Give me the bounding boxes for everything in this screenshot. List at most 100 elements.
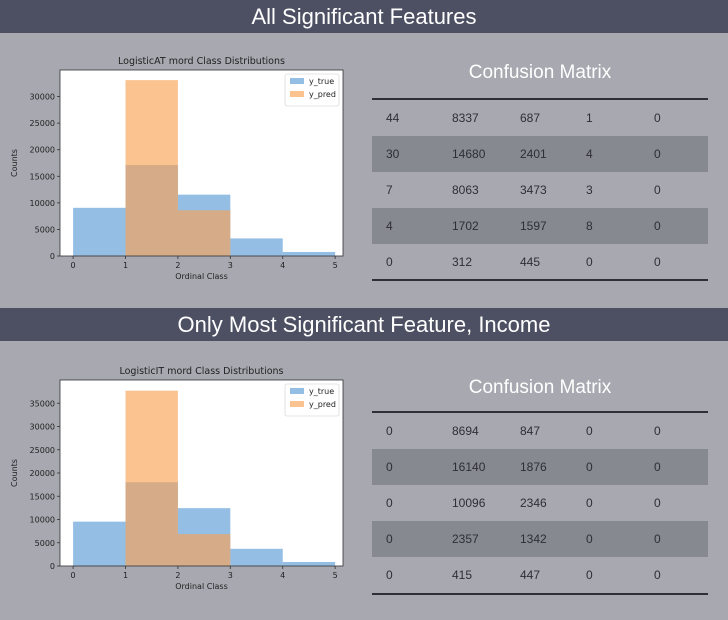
legend-label: y_true	[309, 77, 334, 86]
x-tick-label: 4	[280, 261, 285, 270]
histogram-chart: 0 1 2 3 4 5 0 5000 10000 15000 20000 25000 30000 3500…	[8, 358, 350, 598]
table-row: 0 10096 2346 0 0	[372, 485, 708, 521]
matrix-cell: 0	[586, 255, 593, 269]
table-row: 0 312 445 0 0	[372, 244, 708, 280]
legend-label: y_pred	[309, 90, 336, 99]
x-axis-label: Ordinal Class	[175, 272, 228, 281]
matrix-cell: 0	[654, 183, 661, 197]
y-tick-label: 20000	[30, 146, 55, 155]
x-axis-label: Ordinal Class	[175, 582, 228, 591]
matrix-cell: 2346	[520, 496, 547, 510]
matrix-cell: 0	[654, 496, 661, 510]
table-row: 30 14680 2401 4 0	[372, 136, 708, 172]
table-row: 44 8337 687 1 0	[372, 100, 708, 136]
confusion-matrix-title: Confusion Matrix	[468, 377, 612, 398]
matrix-cell: 0	[386, 424, 393, 438]
y-tick-label: 35000	[30, 399, 55, 408]
histogram-bar	[73, 521, 126, 566]
matrix-cell: 0	[586, 521, 654, 557]
x-tick-label: 0	[71, 571, 76, 580]
legend-swatch	[290, 78, 304, 84]
y-tick-label: 5000	[35, 539, 55, 548]
matrix-cell: 0	[372, 449, 452, 485]
table-rule-top	[372, 98, 708, 100]
matrix-cell: 312	[452, 255, 473, 269]
matrix-cell: 445	[520, 255, 541, 269]
histogram-chart: 0 1 2 3 4 5 0 5000 10000 15000 20000 25000 30000 Logi…	[8, 48, 350, 288]
x-tick-label: 5	[333, 261, 338, 270]
matrix-cell: 0	[654, 521, 708, 557]
x-tick-label: 5	[333, 571, 338, 580]
y-tick-label: 15000	[30, 492, 55, 501]
matrix-cell: 3	[586, 183, 593, 197]
histogram-bar	[177, 534, 231, 566]
matrix-cell: 14680	[452, 136, 520, 172]
matrix-cell: 4	[586, 136, 654, 172]
legend-swatch	[290, 401, 304, 407]
histogram-bar	[230, 238, 283, 256]
x-tick-label: 3	[228, 261, 233, 270]
matrix-cell: 2401	[520, 136, 586, 172]
histogram-bar	[282, 561, 336, 566]
table-row: 0 16140 1876 0 0	[372, 449, 708, 485]
x-tick-label: 0	[71, 261, 76, 270]
y-tick-label: 25000	[30, 446, 55, 455]
matrix-cell: 0	[654, 568, 661, 582]
matrix-cell: 0	[654, 424, 661, 438]
confusion-matrix-title: Confusion Matrix	[468, 62, 612, 83]
matrix-cell: 1597	[520, 208, 586, 244]
y-tick-label: 25000	[30, 119, 55, 128]
matrix-cell: 8337	[452, 111, 479, 125]
matrix-cell: 10096	[452, 496, 486, 510]
matrix-cell: 0	[386, 255, 393, 269]
y-tick-label: 20000	[30, 469, 55, 478]
table-row: 0 8694 847 0 0	[372, 413, 708, 449]
matrix-cell: 0	[586, 449, 654, 485]
matrix-cell: 0	[586, 424, 593, 438]
legend-label: y_pred	[309, 400, 336, 409]
matrix-cell: 1876	[520, 449, 586, 485]
table-rule-bottom	[372, 593, 708, 595]
table-rule-top	[372, 411, 708, 413]
legend-swatch	[290, 388, 304, 394]
matrix-cell: 0	[586, 496, 593, 510]
section-banner: Only Most Significant Feature, Income	[0, 308, 728, 341]
matrix-cell: 0	[654, 208, 708, 244]
y-tick-label: 15000	[30, 172, 55, 181]
y-axis-label: Counts	[10, 459, 19, 487]
histogram-bar	[177, 210, 231, 256]
matrix-cell: 7	[386, 183, 393, 197]
x-tick-label: 4	[280, 571, 285, 580]
matrix-cell: 0	[654, 111, 661, 125]
legend: y_true y_pred	[284, 73, 340, 107]
histogram-bar	[230, 548, 283, 566]
legend: y_true y_pred	[284, 383, 340, 417]
x-tick-label: 2	[175, 261, 180, 270]
histogram-bar	[125, 390, 178, 566]
x-tick-label: 1	[123, 571, 128, 580]
y-tick-label: 10000	[30, 516, 55, 525]
matrix-cell: 3473	[520, 183, 547, 197]
matrix-cell: 0	[654, 449, 708, 485]
matrix-cell: 0	[386, 496, 393, 510]
matrix-cell: 30	[372, 136, 452, 172]
x-tick-label: 1	[123, 261, 128, 270]
table-rule-bottom	[372, 279, 708, 281]
chart-title: LogisticAT mord Class Distributions	[118, 56, 285, 67]
plot-frame	[59, 69, 344, 257]
y-tick-label: 10000	[30, 199, 55, 208]
matrix-cell: 44	[386, 111, 400, 125]
y-tick-label: 5000	[35, 225, 55, 234]
matrix-cell: 0	[386, 568, 393, 582]
histogram-svg: 0 1 2 3 4 5 0 5000 10000 15000 20000 25000 30000 Logi…	[8, 48, 350, 288]
x-tick-label: 2	[175, 571, 180, 580]
y-tick-label: 0	[50, 252, 55, 261]
matrix-cell: 687	[520, 111, 541, 125]
table-row: 4 1702 1597 8 0	[372, 208, 708, 244]
matrix-cell: 8063	[452, 183, 479, 197]
legend-swatch	[290, 91, 304, 97]
matrix-cell: 16140	[452, 449, 520, 485]
legend-label: y_true	[309, 387, 334, 396]
histogram-svg: 0 1 2 3 4 5 0 5000 10000 15000 20000 25000 30000 3500…	[8, 358, 350, 598]
y-axis-label: Counts	[10, 149, 19, 177]
